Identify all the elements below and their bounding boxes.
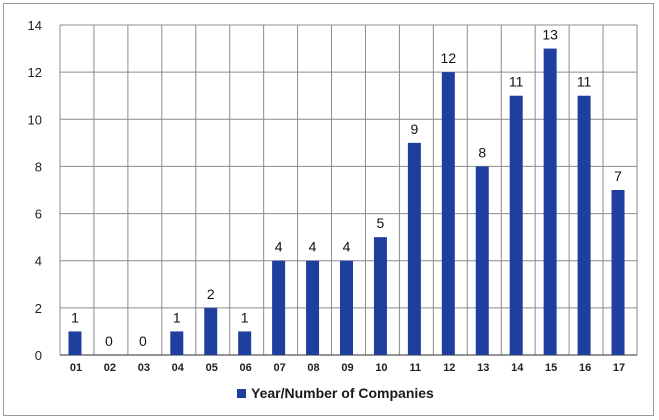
- x-tick-label-12: 12: [443, 362, 455, 374]
- x-tick-label-07: 07: [273, 362, 285, 374]
- y-tick-label-0: 0: [35, 348, 42, 363]
- y-tick-label-5: 10: [28, 112, 42, 127]
- bar-07: [272, 260, 286, 355]
- x-tick-label-02: 02: [104, 362, 116, 374]
- data-label-04: 1: [173, 309, 181, 325]
- bar-08: [306, 260, 320, 355]
- x-tick-label-13: 13: [477, 362, 489, 374]
- bar-15: [543, 48, 557, 355]
- bar-13: [475, 166, 489, 355]
- bar-05: [204, 307, 218, 355]
- bar-14: [509, 95, 523, 355]
- x-tick-label-05: 05: [206, 362, 218, 374]
- data-label-03: 0: [139, 333, 147, 349]
- data-label-11: 9: [410, 121, 418, 137]
- x-tick-label-08: 08: [307, 362, 319, 374]
- x-tick-label-17: 17: [613, 362, 625, 374]
- y-tick-label-7: 14: [28, 18, 42, 33]
- x-tick-label-09: 09: [341, 362, 353, 374]
- data-label-15: 13: [542, 27, 558, 43]
- x-tick-label-16: 16: [579, 362, 591, 374]
- data-label-16: 11: [577, 74, 592, 90]
- x-tick-label-11: 11: [410, 362, 422, 374]
- x-tick-label-03: 03: [138, 362, 150, 374]
- bar-12: [441, 72, 455, 356]
- y-tick-label-4: 8: [35, 159, 42, 174]
- data-label-01: 1: [71, 309, 79, 325]
- data-label-10: 5: [377, 215, 385, 231]
- y-tick-label-2: 4: [35, 254, 42, 269]
- data-label-06: 1: [241, 309, 249, 325]
- x-tick-label-01: 01: [70, 362, 82, 374]
- bar-11: [407, 142, 421, 355]
- bar-10: [373, 237, 387, 355]
- data-label-07: 4: [275, 239, 283, 255]
- data-label-08: 4: [309, 239, 317, 255]
- x-tick-label-06: 06: [240, 362, 252, 374]
- data-label-17: 7: [614, 168, 622, 184]
- bar-17: [611, 190, 625, 355]
- y-tick-label-6: 12: [28, 65, 42, 80]
- x-tick-label-04: 04: [172, 362, 185, 374]
- legend-swatch: [237, 389, 246, 398]
- x-tick-label-14: 14: [511, 362, 524, 374]
- bar-09: [340, 260, 353, 355]
- data-label-09: 4: [343, 239, 351, 255]
- data-label-13: 8: [478, 144, 486, 160]
- bar-06: [238, 331, 252, 355]
- bar-01: [68, 331, 82, 355]
- bar-04: [170, 331, 184, 355]
- bar-16: [577, 95, 591, 355]
- x-tick-label-15: 15: [545, 362, 557, 374]
- legend-label: Year/Number of Companies: [251, 385, 434, 401]
- data-label-12: 12: [441, 50, 457, 66]
- data-label-02: 0: [105, 333, 113, 349]
- y-tick-label-3: 6: [35, 207, 42, 222]
- y-tick-label-1: 2: [35, 301, 42, 316]
- x-tick-label-10: 10: [375, 362, 387, 374]
- data-label-14: 11: [509, 74, 524, 90]
- data-label-05: 2: [207, 286, 215, 302]
